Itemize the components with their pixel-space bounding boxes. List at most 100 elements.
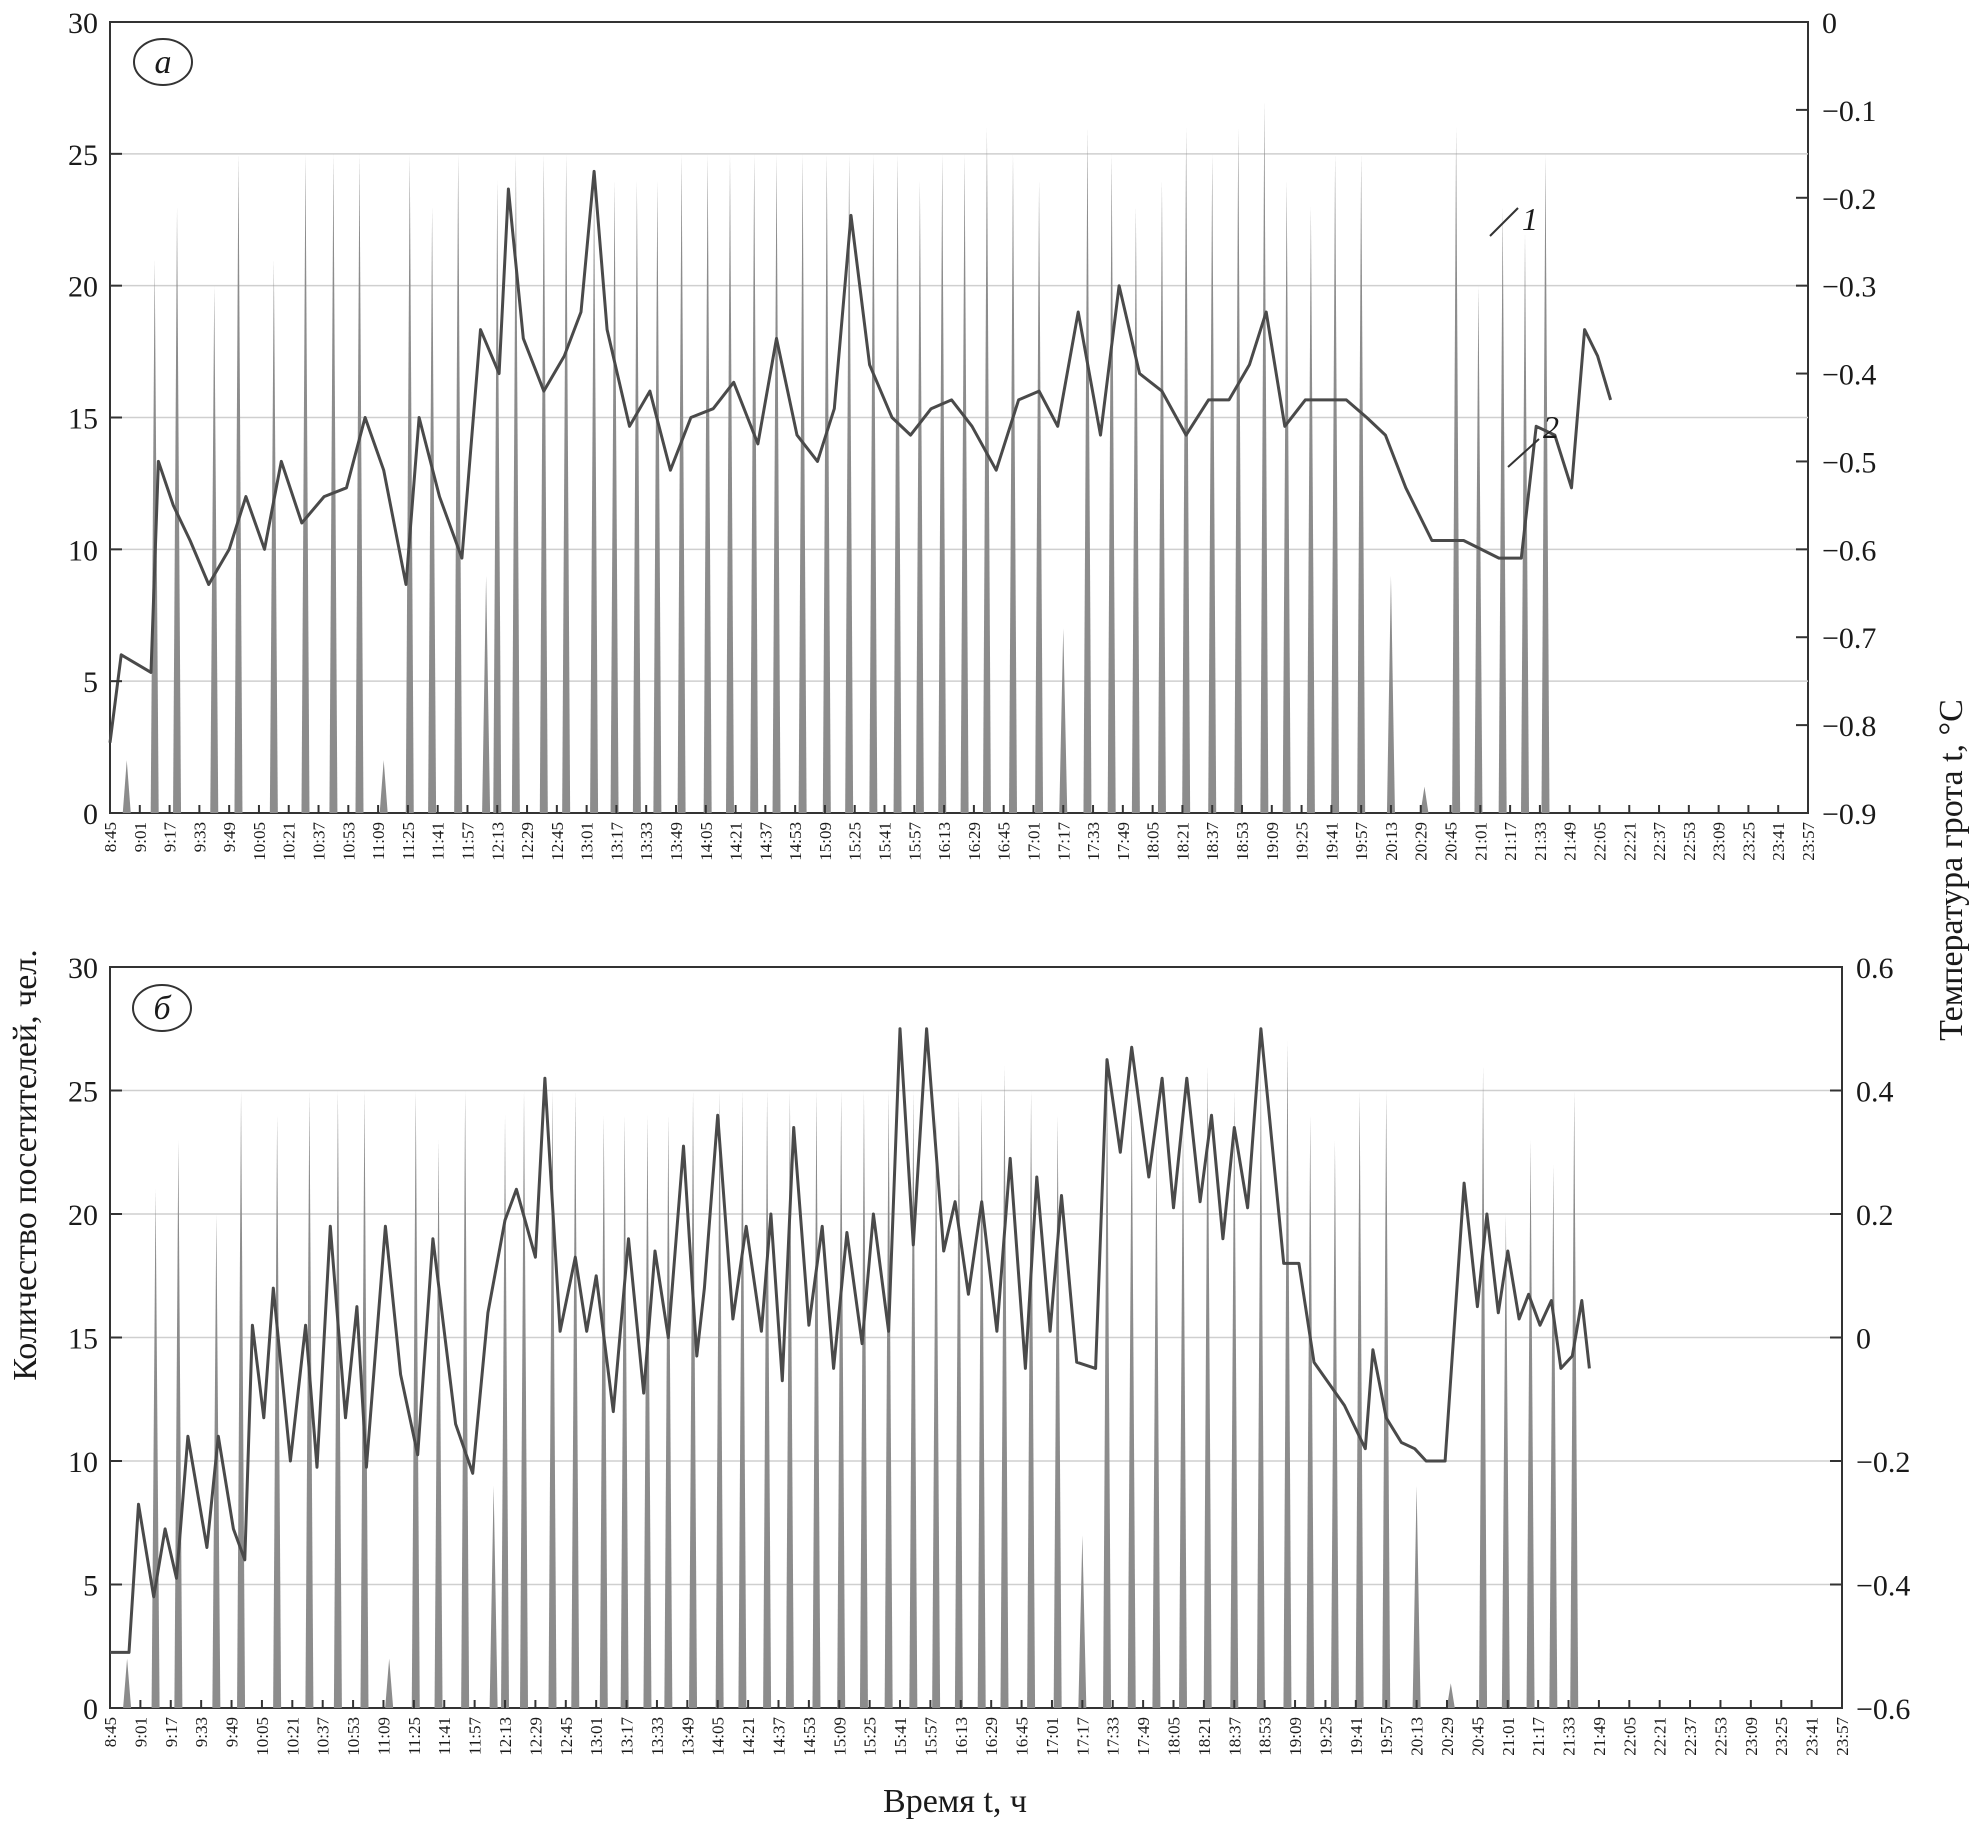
x-tick-label: 23:57 [1799, 822, 1818, 861]
visitor-bar [511, 153, 520, 814]
visitor-bar [893, 153, 902, 814]
x-tick-label: 21:01 [1499, 1717, 1518, 1756]
x-tick-label: 19:57 [1352, 822, 1371, 861]
visitor-bar [763, 1090, 772, 1708]
x-tick-label: 19:25 [1293, 822, 1312, 861]
x-tick-label: 9:01 [131, 1717, 150, 1747]
visitor-bar [845, 153, 854, 814]
panel-b-visitors-series [123, 1041, 1579, 1708]
x-tick-label: 8:45 [101, 822, 120, 852]
visitor-bar [884, 1090, 893, 1708]
visitor-bar [812, 1090, 821, 1708]
x-tick-label: 13:49 [667, 822, 686, 861]
x-axis-label: Время t, ч [883, 1783, 1027, 1820]
series-1-leader [1489, 207, 1519, 237]
x-tick-label: 18:05 [1144, 822, 1163, 861]
x-tick-label: 15:57 [905, 822, 924, 861]
visitor-bar [1386, 575, 1395, 813]
visitor-bar [151, 1189, 160, 1708]
y-right-tick-label: −0.3 [1822, 271, 1876, 304]
visitor-bar [1549, 1164, 1558, 1708]
x-tick-label: 15:09 [830, 1717, 849, 1756]
visitor-bar [1230, 1090, 1239, 1708]
y-tick-label: 15 [68, 1323, 98, 1356]
x-tick-label: 9:33 [192, 1717, 211, 1747]
x-tick-label: 21:33 [1560, 1717, 1579, 1756]
visitor-bar [562, 153, 571, 814]
x-tick-label: 10:05 [253, 1717, 272, 1756]
x-tick-label: 9:49 [220, 822, 239, 852]
x-tick-label: 14:37 [769, 1717, 788, 1756]
visitor-bar [428, 206, 437, 814]
visitor-bar [1103, 1065, 1112, 1708]
visitor-bar [482, 575, 491, 813]
x-tick-label: 22:37 [1681, 1717, 1700, 1756]
panel-a-label-text: а [155, 44, 172, 81]
x-tick-label: 20:45 [1468, 1717, 1487, 1756]
visitor-bar [715, 1090, 724, 1708]
panel-b-label-circle [132, 984, 192, 1032]
x-tick-label: 9:33 [190, 822, 209, 852]
visitor-bar [1053, 1115, 1062, 1708]
y-tick-label: 10 [68, 1446, 98, 1479]
y-axis-label-left: Количество посетителей, чел. [7, 949, 44, 1381]
x-tick-label: 23:41 [1769, 822, 1788, 861]
visitor-bar [305, 1090, 314, 1708]
visitor-bar [571, 1090, 580, 1708]
x-tick-label: 18:21 [1195, 1717, 1214, 1756]
visitor-bar [405, 153, 414, 814]
x-tick-label: 16:29 [982, 1717, 1001, 1756]
x-tick-label: 19:25 [1316, 1717, 1335, 1756]
x-tick-label: 18:53 [1256, 1717, 1275, 1756]
y-right-tick-label: −0.6 [1822, 534, 1876, 567]
visitor-bar [909, 1090, 918, 1708]
visitor-bar [664, 1115, 673, 1708]
x-tick-label: 22:37 [1650, 822, 1669, 861]
visitor-bar [360, 1090, 369, 1708]
panel-b-left-axis: 0 5 10 15 20 25 30 [68, 952, 122, 1726]
x-tick-label: 12:13 [496, 1717, 515, 1756]
visitor-bar [915, 180, 924, 813]
y-right-tick-label: −0.8 [1822, 710, 1876, 743]
visitor-bar [539, 153, 548, 814]
visitor-bar [493, 180, 502, 813]
x-tick-label: 17:01 [1024, 822, 1043, 861]
y-right-tick-label: −0.9 [1822, 798, 1876, 831]
visitor-bar [1260, 101, 1269, 814]
visitor-bar [1501, 1214, 1510, 1708]
x-tick-label: 15:41 [891, 1717, 910, 1756]
visitor-bar [643, 1115, 652, 1708]
x-tick-label: 21:17 [1501, 822, 1520, 861]
x-tick-label: 14:05 [697, 822, 716, 861]
x-tick-label: 21:49 [1590, 1717, 1609, 1756]
visitor-bar [122, 760, 131, 813]
visitor-bar [434, 1139, 443, 1708]
visitor-bar [1131, 206, 1140, 814]
x-tick-label: 20:45 [1442, 822, 1461, 861]
visitor-bar [301, 153, 310, 814]
x-tick-label: 13:49 [678, 1717, 697, 1756]
visitor-bar [954, 1090, 963, 1708]
visitor-bar [703, 153, 712, 814]
x-tick-label: 11:41 [435, 1717, 454, 1755]
x-tick-label: 17:17 [1073, 1717, 1092, 1756]
y-tick-label: 30 [68, 7, 98, 40]
visitor-bar [1541, 153, 1550, 814]
visitor-bar [1446, 1683, 1455, 1708]
x-tick-label: 21:49 [1561, 822, 1580, 861]
x-tick-label: 23:25 [1772, 1717, 1791, 1756]
x-tick-label: 9:01 [131, 822, 150, 852]
visitor-bar [1256, 1065, 1265, 1708]
x-tick-label: 15:09 [816, 822, 835, 861]
x-tick-label: 19:41 [1347, 1717, 1366, 1756]
visitor-bar [333, 1090, 342, 1708]
visitor-bar [822, 153, 831, 814]
x-tick-label: 11:25 [405, 1717, 424, 1755]
x-tick-label: 18:37 [1203, 822, 1222, 861]
y-right-tick-label: 0.4 [1856, 1076, 1894, 1109]
panel-a-label: а [133, 38, 193, 86]
x-tick-label: 15:25 [861, 1717, 880, 1756]
visitor-bar [798, 153, 807, 814]
